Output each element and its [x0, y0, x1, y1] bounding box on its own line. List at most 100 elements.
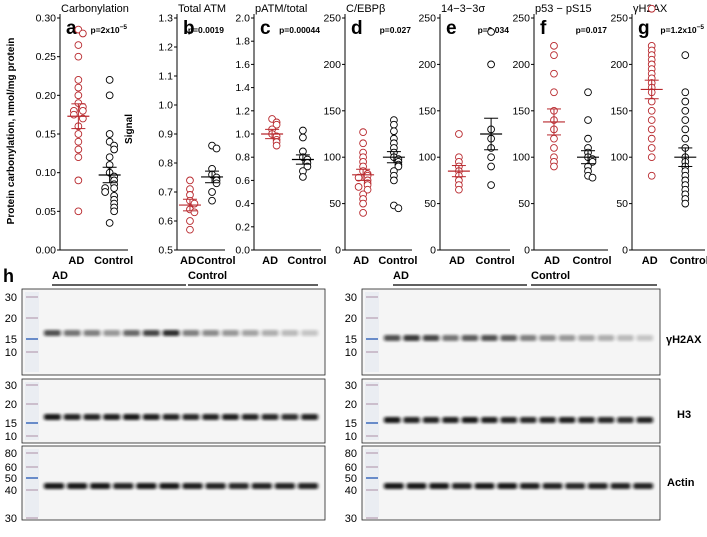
ladder-band [26, 317, 38, 319]
y-tick-label: 2.0 [235, 13, 250, 25]
y-axis-title-carbonylation: Protein carbonylation, nmol/mg protein [6, 38, 17, 225]
blot-band [422, 417, 440, 423]
data-point [647, 144, 656, 152]
y-tick-label: 0.8 [158, 158, 173, 170]
blot-band [636, 335, 653, 341]
blot-band [202, 330, 220, 336]
data-point [359, 199, 367, 208]
data-point [390, 120, 398, 129]
y-tick-label: 1.0 [235, 129, 250, 141]
y-tick-label: 0.15 [36, 129, 57, 141]
data-point [487, 153, 495, 162]
blot-section: h AD Control AD Control 3020151030201510… [3, 266, 702, 525]
blot-band [617, 417, 634, 423]
p-value: p=0.027 [380, 25, 412, 35]
data-point [550, 162, 558, 171]
blot-band [442, 335, 459, 341]
y-tick-label: 1.6 [235, 59, 250, 71]
data-point [487, 162, 495, 171]
chart-panel-d: 0 50 100 150 200 250 C/EBPβ d p=0.027 AD Control [323, 3, 417, 267]
data-point [74, 52, 83, 61]
data-point [79, 106, 87, 115]
blot-band [274, 483, 295, 489]
left-control-label: Control [188, 270, 227, 282]
y-tick-label: 50 [518, 198, 530, 210]
blot-band [578, 417, 595, 423]
y-tick-label: 100 [323, 152, 341, 164]
blot-band [182, 330, 200, 336]
blot-band [617, 335, 634, 341]
y-tick-label: 1.2 [158, 42, 173, 54]
data-point [584, 88, 592, 97]
blot-band [103, 414, 121, 420]
y-tick-label: 1.1 [158, 71, 173, 83]
y-tick-label: 150 [512, 105, 530, 117]
y-axis-title-signal: Signal [124, 114, 135, 144]
data-point [70, 110, 78, 119]
blot-band [636, 417, 653, 423]
blot-band [597, 417, 615, 423]
data-point [105, 91, 114, 100]
blot-band [281, 330, 299, 336]
ladder-band [26, 466, 38, 468]
y-tick-label: 1.2 [235, 105, 250, 117]
blot-band [539, 335, 556, 341]
data-point [74, 207, 83, 216]
x-label-ad: AD [180, 255, 196, 267]
chart-panels: 0.000.050.100.150.200.250.30Carbonylatio… [36, 3, 707, 267]
blot-band [578, 335, 595, 341]
blot-band [297, 483, 318, 489]
data-point [681, 106, 690, 115]
data-point [359, 128, 367, 136]
data-point [105, 76, 114, 84]
blot-band [261, 414, 279, 420]
data-point [681, 88, 690, 97]
y-tick-label: 0 [335, 245, 341, 257]
p-value: p=0.017 [576, 25, 608, 35]
blot-band [123, 330, 140, 336]
blot-band [500, 335, 517, 341]
blot-band [251, 483, 272, 489]
blot-band [123, 414, 140, 420]
y-tick-label: 100 [610, 152, 628, 164]
blot-band [136, 483, 157, 489]
blot-band [222, 414, 239, 420]
blot-band [83, 414, 101, 420]
ladder-band [366, 317, 378, 319]
blot-band [588, 483, 608, 489]
data-point [186, 176, 194, 185]
blot-band [202, 414, 220, 420]
p-value: p=1.2x10−5 [660, 24, 704, 35]
data-point [272, 141, 281, 150]
mw-marker: 20 [345, 313, 357, 325]
blot-band [83, 330, 101, 336]
y-tick-label: 0.6 [235, 175, 250, 187]
data-point [272, 120, 281, 129]
blot-band [442, 417, 459, 423]
mw-marker: 40 [345, 485, 357, 497]
mw-marker: 20 [5, 313, 17, 325]
ladder-band [26, 338, 38, 340]
mw-marker: 30 [345, 513, 357, 525]
x-label-ad: AD [262, 255, 278, 267]
left-ad-label: AD [52, 270, 68, 282]
blot-band [261, 330, 279, 336]
panel-letter: a [66, 18, 77, 39]
data-point [681, 125, 690, 134]
blot-band [222, 330, 239, 336]
data-point [74, 153, 83, 162]
blot-band [241, 414, 259, 420]
blot-band [429, 483, 449, 489]
data-point [647, 106, 656, 115]
right-control-label: Control [531, 270, 570, 282]
mw-marker: 30 [345, 380, 357, 392]
chart-panel-b: 0.5 0.6 0.7 0.8 0.9 1.0 1.1 1.2 1.3 Total ATM bp=0… [158, 3, 235, 267]
y-tick-label: 200 [512, 59, 530, 71]
ladder-band [26, 477, 38, 479]
blot-band [44, 483, 65, 489]
data-point [208, 196, 216, 205]
blot-band [384, 417, 401, 423]
y-tick-label: 0 [622, 245, 628, 257]
